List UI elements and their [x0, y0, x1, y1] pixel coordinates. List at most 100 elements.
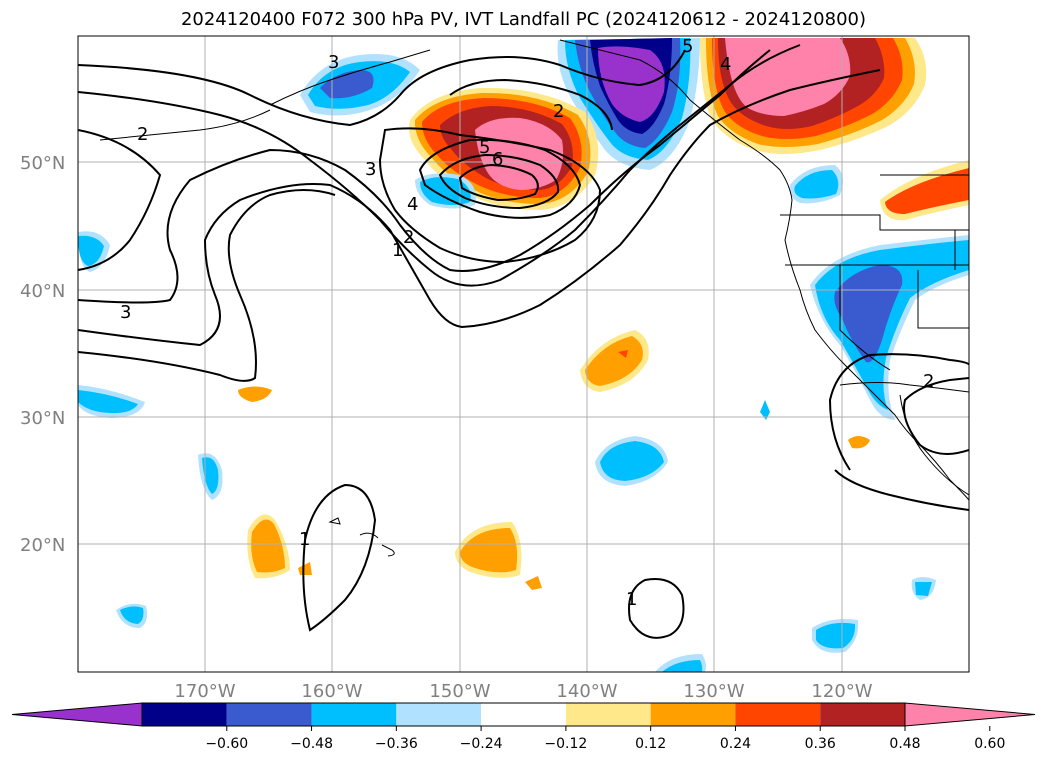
contour-3-west: [78, 189, 336, 382]
contour-label: 2: [137, 124, 148, 145]
positive-anomaly-140w-peak: [618, 350, 628, 358]
positive-anomaly-small-5: [848, 436, 870, 449]
colorbar-segment: [565, 703, 651, 726]
north-american-coast: [559, 39, 969, 501]
positive-anomaly-east-band-core: [885, 168, 969, 214]
state-border-2: [780, 214, 969, 231]
contour-3-ring: [378, 127, 602, 264]
negative-anomaly-alaska: [300, 54, 420, 116]
contour-label: 5: [682, 36, 693, 57]
map-title: 2024120400 F072 300 hPa PV, IVT Landfall…: [180, 9, 867, 30]
contour-2-arc: [449, 78, 613, 131]
negative-anomaly-se-2-core: [915, 582, 932, 596]
negative-anomaly-small-1-core: [420, 177, 471, 205]
colorbar-tick-label: −0.12: [544, 736, 587, 752]
colorbar-tick-label: 0.48: [889, 736, 920, 752]
lon-label: 170°W: [174, 681, 235, 702]
colorbar-tick-label: −0.24: [460, 736, 503, 752]
contour-label: 1: [626, 589, 637, 610]
baja-coast: [899, 394, 969, 496]
positive-anomaly-small-3: [298, 562, 312, 575]
latitude-labels: 50°N 40°N 30°N 20°N: [20, 153, 65, 556]
colorbar-segment: [735, 703, 821, 726]
contour-2-west: [78, 129, 162, 271]
contour-baja-outer: [834, 469, 969, 511]
hawaii-islet: [328, 517, 341, 525]
colorbar-segment: [311, 703, 397, 726]
contour-label: 3: [365, 159, 376, 180]
positive-anomaly-150w-core: [460, 528, 518, 573]
lon-label: 130°W: [683, 681, 744, 702]
negative-anomaly-168w-core: [202, 457, 219, 494]
coastlines: [99, 39, 969, 557]
contour-2: [78, 44, 801, 287]
contour-baja-inner: [903, 377, 969, 455]
contour-1-outer: [78, 69, 881, 347]
contour-label: 5: [479, 137, 490, 158]
hawaii-islands: [359, 532, 395, 557]
colorbar-tick-label: −0.36: [375, 736, 418, 752]
contour-label: 4: [407, 194, 418, 215]
positive-anomaly-small-2: [238, 386, 272, 402]
lat-label: 50°N: [20, 153, 65, 174]
contour-label: 4: [720, 54, 731, 75]
positive-anomaly-165w-core: [251, 519, 285, 573]
pv-contours: [78, 44, 969, 639]
negative-anomaly-bottom-core: [662, 660, 703, 672]
colorbar-tick-label: −0.48: [290, 736, 333, 752]
colorbar-tick-label: 0.36: [805, 736, 836, 752]
contour-4: [418, 138, 582, 219]
contour-1-south: [628, 578, 685, 639]
negative-anomaly-gulf: [557, 38, 700, 170]
lon-label: 120°W: [811, 681, 872, 702]
negative-anomaly-west-1-core: [78, 235, 104, 266]
lat-label: 20°N: [20, 535, 65, 556]
pv-shading-layer: [78, 38, 969, 672]
colorbar-tick-label: 0.12: [635, 736, 666, 752]
contour-2-baja: [828, 353, 969, 471]
colorbar-segment: [396, 703, 482, 726]
longitude-labels: 170°W 160°W 150°W 140°W 130°W 120°W: [174, 681, 872, 702]
contour-label: 2: [553, 101, 564, 122]
negative-anomaly-sliver: [760, 400, 770, 420]
contour-label: 1: [299, 529, 310, 550]
contour-label: 1: [392, 240, 403, 261]
contour-label: 2: [403, 227, 414, 248]
colorbar-tick-label: 0.60: [974, 736, 1005, 752]
colorbar-segment: [820, 703, 905, 726]
colorbar: −0.60 −0.48 −0.36 −0.24 −0.12 0.12 0.24 0.36 0.4…: [11, 702, 1036, 752]
colorbar-tick-label: 0.24: [720, 736, 751, 752]
negative-anomaly-bc-core: [794, 170, 839, 199]
gridlines: [78, 36, 969, 672]
lat-label: 40°N: [20, 281, 65, 302]
map-frame: [77, 35, 970, 673]
negative-anomaly-west-2-core: [78, 390, 138, 414]
state-border-3: [839, 265, 891, 371]
colorbar-extend-min: [11, 702, 143, 727]
aleutian-islands: [99, 109, 271, 141]
contour-labels: 3 2 2 3 4 5 6 5 4 3 4 2 1 3 1 1 2: [120, 36, 934, 610]
contour-1-hawaii: [302, 483, 377, 632]
colorbar-extend-max: [904, 702, 1036, 727]
lon-label: 140°W: [556, 681, 617, 702]
us-mexico-border: [839, 382, 969, 393]
contour-3-north: [78, 49, 686, 127]
colorbar-segment: [226, 703, 312, 726]
contour-6: [458, 163, 539, 202]
contour-label: 3: [120, 302, 131, 323]
alaska-peninsula: [269, 49, 431, 106]
positive-anomaly-small-4: [525, 576, 542, 590]
negative-anomaly-west-coast: [810, 235, 969, 420]
negative-anomaly-se-1-core: [816, 622, 856, 649]
contour-label: 2: [923, 371, 934, 392]
colorbar-segment: [481, 703, 566, 726]
contour-label: 3: [328, 52, 339, 73]
contour-5: [438, 153, 560, 210]
contour-1: [78, 49, 771, 304]
positive-anomaly-northeast: [700, 38, 927, 154]
lon-label: 150°W: [429, 681, 490, 702]
colorbar-frame: [141, 702, 906, 727]
lon-label: 160°W: [301, 681, 362, 702]
colorbar-segment: [142, 703, 227, 726]
